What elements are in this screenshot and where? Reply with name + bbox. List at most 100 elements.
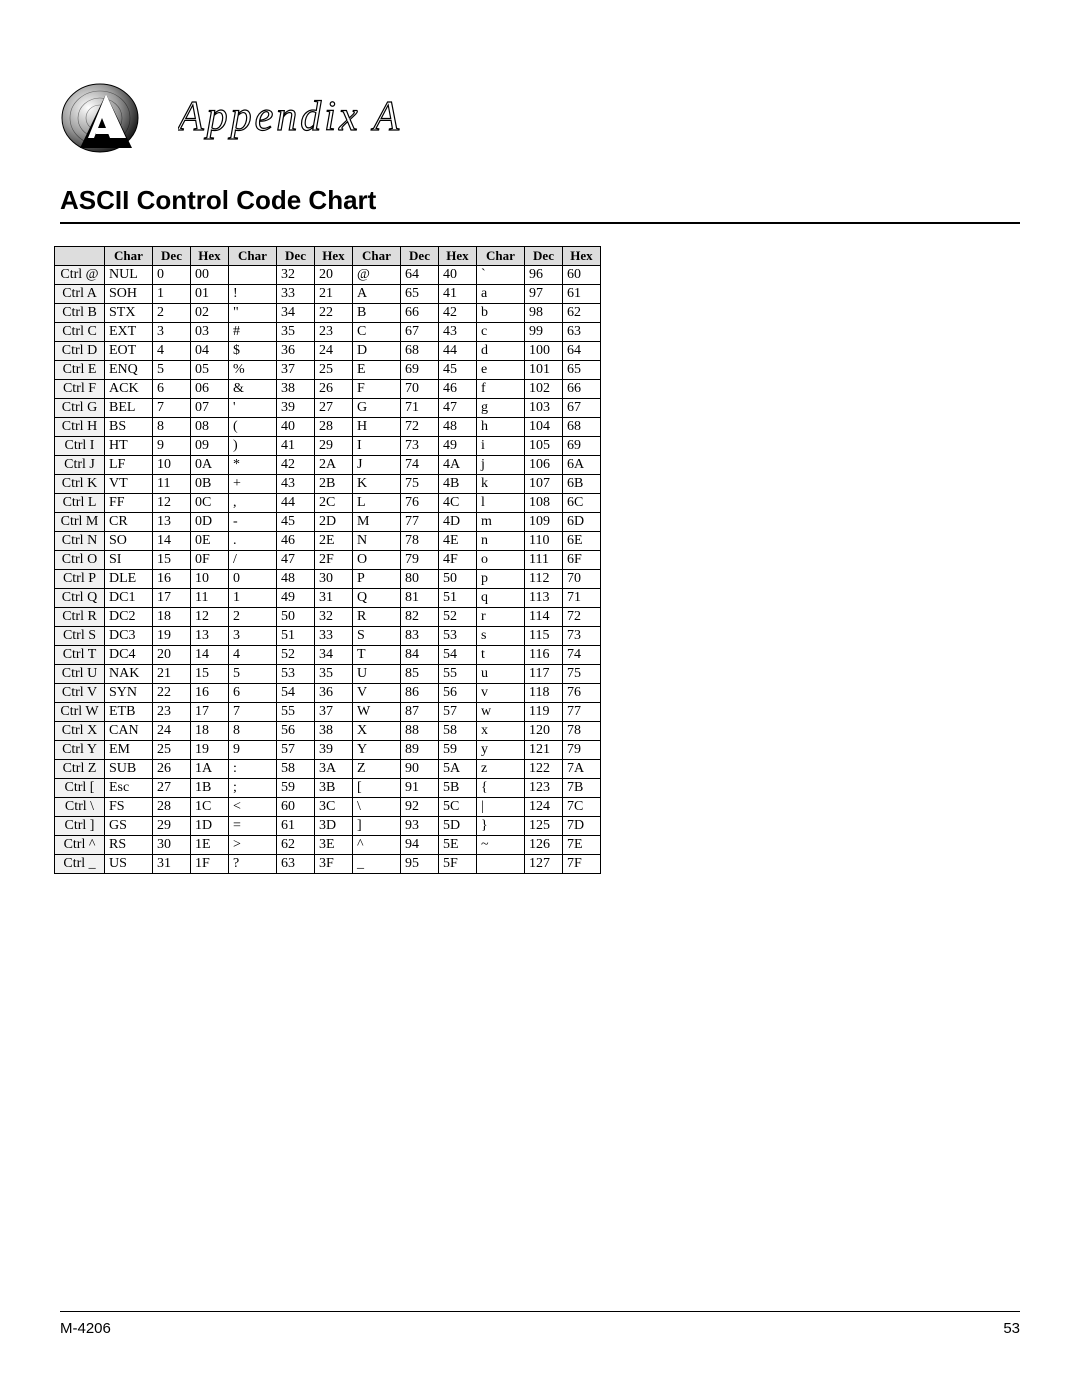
ctrl-cell: Ctrl J bbox=[55, 456, 105, 475]
data-cell: 5E bbox=[439, 836, 477, 855]
ctrl-cell: Ctrl G bbox=[55, 399, 105, 418]
data-cell: 2C bbox=[315, 494, 353, 513]
data-cell: 101 bbox=[525, 361, 563, 380]
data-cell: CR bbox=[105, 513, 153, 532]
data-cell: 99 bbox=[525, 323, 563, 342]
data-cell: 76 bbox=[563, 684, 601, 703]
data-cell: 71 bbox=[563, 589, 601, 608]
data-cell: X bbox=[353, 722, 401, 741]
data-cell: 48 bbox=[277, 570, 315, 589]
ctrl-cell: Ctrl _ bbox=[55, 855, 105, 874]
data-cell: 12 bbox=[191, 608, 229, 627]
data-cell: 6 bbox=[229, 684, 277, 703]
data-cell: SUB bbox=[105, 760, 153, 779]
data-cell: 51 bbox=[277, 627, 315, 646]
data-cell: 53 bbox=[277, 665, 315, 684]
table-row: Ctrl FACK606&3826F7046f10266 bbox=[55, 380, 601, 399]
data-cell: 23 bbox=[315, 323, 353, 342]
ctrl-cell: Ctrl N bbox=[55, 532, 105, 551]
data-cell: 42 bbox=[277, 456, 315, 475]
col-header: Dec bbox=[401, 247, 439, 266]
data-cell: N bbox=[353, 532, 401, 551]
col-header: Hex bbox=[191, 247, 229, 266]
data-cell: 8 bbox=[229, 722, 277, 741]
ctrl-cell: Ctrl @ bbox=[55, 266, 105, 285]
data-cell: ; bbox=[229, 779, 277, 798]
data-cell: 35 bbox=[315, 665, 353, 684]
appendix-title: Appendix A bbox=[178, 88, 538, 148]
data-cell: 35 bbox=[277, 323, 315, 342]
data-cell: 33 bbox=[315, 627, 353, 646]
table-row: Ctrl RDC2181225032R8252r11472 bbox=[55, 608, 601, 627]
data-cell: $ bbox=[229, 342, 277, 361]
data-cell: 66 bbox=[401, 304, 439, 323]
data-cell: 4F bbox=[439, 551, 477, 570]
data-cell: 2D bbox=[315, 513, 353, 532]
data-cell: 50 bbox=[277, 608, 315, 627]
ascii-table-body: Ctrl @NUL0003220@6440`9660Ctrl ASOH101!3… bbox=[55, 266, 601, 874]
data-cell: x bbox=[477, 722, 525, 741]
data-cell: 0F bbox=[191, 551, 229, 570]
data-cell: EXT bbox=[105, 323, 153, 342]
data-cell: 118 bbox=[525, 684, 563, 703]
data-cell: v bbox=[477, 684, 525, 703]
data-cell: 34 bbox=[315, 646, 353, 665]
data-cell: 3E bbox=[315, 836, 353, 855]
data-cell: ) bbox=[229, 437, 277, 456]
data-cell: 2E bbox=[315, 532, 353, 551]
data-cell: 78 bbox=[563, 722, 601, 741]
data-cell: 87 bbox=[401, 703, 439, 722]
data-cell: U bbox=[353, 665, 401, 684]
data-cell: 82 bbox=[401, 608, 439, 627]
data-cell: 75 bbox=[563, 665, 601, 684]
data-cell: 20 bbox=[153, 646, 191, 665]
data-cell: 59 bbox=[277, 779, 315, 798]
data-cell: 16 bbox=[191, 684, 229, 703]
data-cell: . bbox=[229, 532, 277, 551]
data-cell: 60 bbox=[563, 266, 601, 285]
col-header bbox=[55, 247, 105, 266]
data-cell: 119 bbox=[525, 703, 563, 722]
data-cell: h bbox=[477, 418, 525, 437]
data-cell: 26 bbox=[153, 760, 191, 779]
col-header: Dec bbox=[525, 247, 563, 266]
ctrl-cell: Ctrl A bbox=[55, 285, 105, 304]
data-cell: 32 bbox=[315, 608, 353, 627]
data-cell: 61 bbox=[277, 817, 315, 836]
table-row: Ctrl ^RS301E>623E^945E~1267E bbox=[55, 836, 601, 855]
data-cell: [ bbox=[353, 779, 401, 798]
data-cell: | bbox=[477, 798, 525, 817]
data-cell: 14 bbox=[191, 646, 229, 665]
data-cell: 3 bbox=[229, 627, 277, 646]
table-row: Ctrl HBS808(4028H7248h10468 bbox=[55, 418, 601, 437]
data-cell: 45 bbox=[439, 361, 477, 380]
col-header: Hex bbox=[439, 247, 477, 266]
data-cell: 97 bbox=[525, 285, 563, 304]
data-cell: 68 bbox=[563, 418, 601, 437]
col-header: Dec bbox=[153, 247, 191, 266]
data-cell: 4 bbox=[229, 646, 277, 665]
data-cell: ACK bbox=[105, 380, 153, 399]
data-cell: 28 bbox=[315, 418, 353, 437]
data-cell: t bbox=[477, 646, 525, 665]
data-cell: 4A bbox=[439, 456, 477, 475]
data-cell: 64 bbox=[401, 266, 439, 285]
data-cell: SO bbox=[105, 532, 153, 551]
data-cell: 58 bbox=[439, 722, 477, 741]
data-cell: 22 bbox=[315, 304, 353, 323]
data-cell: 83 bbox=[401, 627, 439, 646]
data-cell: 43 bbox=[277, 475, 315, 494]
data-cell: 80 bbox=[401, 570, 439, 589]
data-cell: 120 bbox=[525, 722, 563, 741]
data-cell: 33 bbox=[277, 285, 315, 304]
data-cell: 69 bbox=[563, 437, 601, 456]
data-cell: 11 bbox=[153, 475, 191, 494]
data-cell: 5A bbox=[439, 760, 477, 779]
data-cell: 5B bbox=[439, 779, 477, 798]
data-cell: 41 bbox=[439, 285, 477, 304]
ctrl-cell: Ctrl ^ bbox=[55, 836, 105, 855]
data-cell: 6F bbox=[563, 551, 601, 570]
data-cell: 2 bbox=[229, 608, 277, 627]
data-cell: FF bbox=[105, 494, 153, 513]
data-cell: S bbox=[353, 627, 401, 646]
